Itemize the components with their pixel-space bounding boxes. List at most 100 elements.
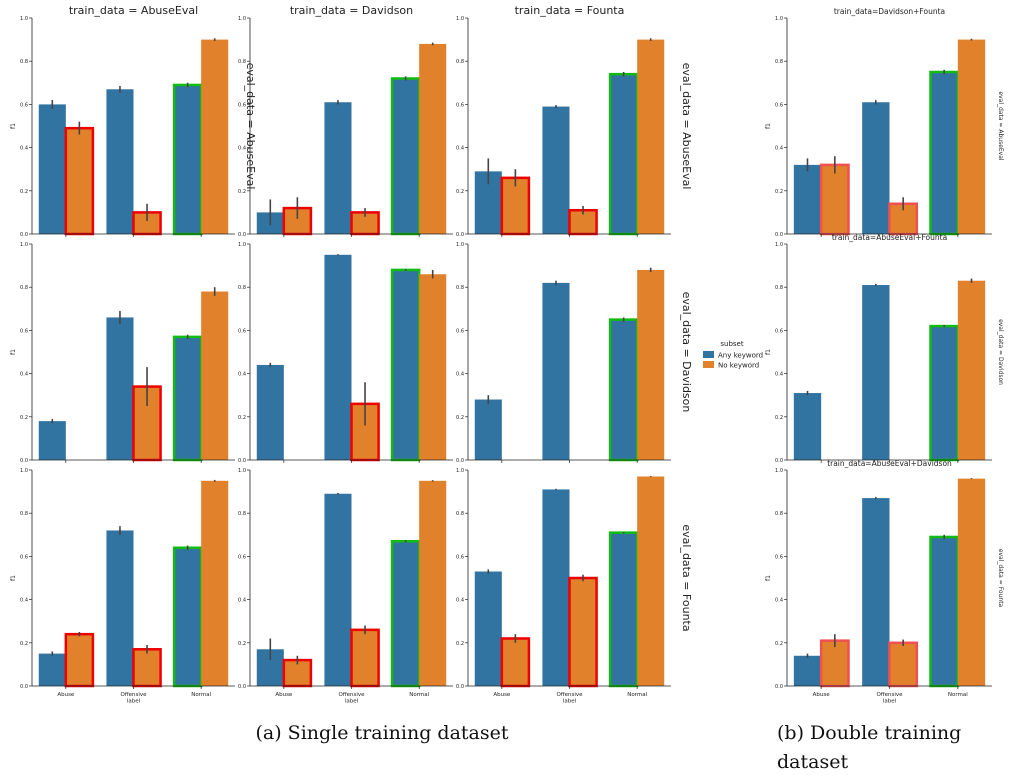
bar-any-keyword [862, 285, 890, 460]
caption-b-line2: dataset [777, 751, 848, 773]
y-tick-label: 0.0 [775, 232, 783, 238]
bar-any-keyword [929, 324, 960, 462]
bar-any-keyword [38, 653, 66, 686]
bar-no-keyword [888, 641, 919, 688]
y-tick-label: 0.8 [456, 59, 464, 65]
y-tick-label: 1.0 [238, 468, 246, 474]
y-tick-label: 0.6 [20, 102, 28, 108]
bar-no-keyword [201, 291, 229, 460]
chart-panel: train_data=AbuseEval+Davidson eval_data =… [765, 459, 1004, 705]
panel-row-title: eval_data = Founta [680, 524, 693, 631]
y-tick-label: 1.0 [20, 16, 28, 22]
y-tick-label: 0.8 [456, 285, 464, 291]
x-tick-label: Abuse [275, 692, 293, 698]
chart-panel: train_data = Founta eval_data = AbuseEval… [456, 4, 693, 238]
legend-label-no-keyword: No keyword [718, 362, 759, 370]
y-tick-label: 0.0 [456, 458, 464, 464]
bar-any-keyword [793, 164, 822, 234]
y-tick-label: 0.6 [775, 554, 783, 560]
caption-a: (a) Single training dataset [255, 722, 508, 744]
y-tick-label: 1.0 [456, 242, 464, 248]
bar-any-keyword [390, 540, 421, 688]
bar-no-keyword [419, 43, 447, 234]
bar-any-keyword [106, 530, 134, 686]
bar-any-keyword [474, 571, 502, 686]
y-tick-label: 0.8 [775, 59, 783, 65]
bar-any-keyword [390, 268, 421, 462]
x-tick-label: label [345, 699, 359, 705]
x-tick-label: Abuse [813, 692, 831, 698]
panel-row-title: eval_data = Davidson [997, 319, 1004, 385]
bar-no-keyword [637, 476, 665, 686]
y-tick-label: 0.8 [238, 285, 246, 291]
y-tick-label: 0.8 [238, 511, 246, 517]
x-tick-label: Normal [409, 692, 429, 698]
bar-any-keyword [390, 77, 421, 236]
bar-any-keyword [793, 655, 822, 686]
bar-any-keyword [793, 393, 822, 460]
bar-any-keyword [324, 102, 352, 235]
bar-any-keyword [929, 535, 960, 688]
y-tick-label: 0.6 [775, 328, 783, 334]
bar-any-keyword [929, 70, 960, 236]
bar-any-keyword [172, 546, 203, 688]
bar-any-keyword [106, 317, 134, 460]
y-axis-label: f1 [765, 349, 772, 355]
bar-no-keyword [64, 632, 95, 688]
y-tick-label: 0.4 [456, 372, 464, 378]
legend-title: subset [720, 340, 743, 348]
bar-any-keyword [474, 399, 502, 460]
y-tick-label: 0.4 [456, 146, 464, 152]
y-tick-label: 0.8 [775, 285, 783, 291]
bar-any-keyword [862, 102, 890, 235]
y-tick-label: 0.8 [456, 511, 464, 517]
chart-panel: f1 0.0 0.2 0.4 0.6 0.8 1.0 [10, 242, 235, 464]
y-tick-label: 1.0 [456, 16, 464, 22]
bar-any-keyword [324, 254, 352, 460]
y-tick-label: 0.0 [456, 684, 464, 690]
y-tick-label: 0.4 [238, 372, 246, 378]
bar-any-keyword [172, 83, 203, 236]
bar-any-keyword [256, 364, 284, 460]
y-axis-label: f1 [10, 123, 17, 129]
y-tick-label: 0.2 [20, 189, 28, 195]
bar-no-keyword [637, 39, 665, 234]
y-tick-label: 0.2 [238, 641, 246, 647]
x-tick-label: Offensive [338, 692, 365, 698]
y-tick-label: 0.6 [238, 328, 246, 334]
bar-any-keyword [608, 72, 639, 236]
bar-no-keyword [819, 639, 850, 688]
y-tick-label: 0.2 [775, 189, 783, 195]
bar-no-keyword [500, 637, 531, 688]
y-tick-label: 1.0 [238, 242, 246, 248]
x-tick-label: Abuse [493, 692, 511, 698]
y-axis-label: f1 [765, 575, 772, 581]
x-tick-label: Normal [191, 692, 211, 698]
panel-col-title: train_data = Founta [515, 4, 625, 17]
y-tick-label: 0.2 [775, 415, 783, 421]
bar-no-keyword [568, 576, 598, 688]
panel-row-title: eval_data = Founta [997, 549, 1004, 608]
y-tick-label: 0.8 [238, 59, 246, 65]
bar-no-keyword [819, 163, 850, 236]
y-tick-label: 0.4 [775, 372, 783, 378]
bar-no-keyword [201, 480, 229, 686]
y-tick-label: 0.4 [775, 146, 783, 152]
y-tick-label: 0.4 [456, 598, 464, 604]
y-tick-label: 1.0 [775, 468, 783, 474]
x-tick-label: label [883, 699, 897, 705]
y-tick-label: 0.0 [238, 232, 246, 238]
y-tick-label: 0.8 [20, 59, 28, 65]
legend: subset Any keyword No keyword [703, 340, 763, 370]
x-tick-label: label [563, 699, 577, 705]
bar-no-keyword [419, 480, 447, 686]
bar-any-keyword [608, 318, 639, 462]
y-tick-label: 0.8 [775, 511, 783, 517]
bar-no-keyword [350, 628, 380, 688]
y-tick-label: 0.6 [456, 102, 464, 108]
chart-panel: train_data = AbuseEval eval_data = AbuseE… [10, 4, 257, 238]
bar-no-keyword [637, 269, 665, 460]
panel-row-title: eval_data = AbuseEval [680, 63, 693, 190]
